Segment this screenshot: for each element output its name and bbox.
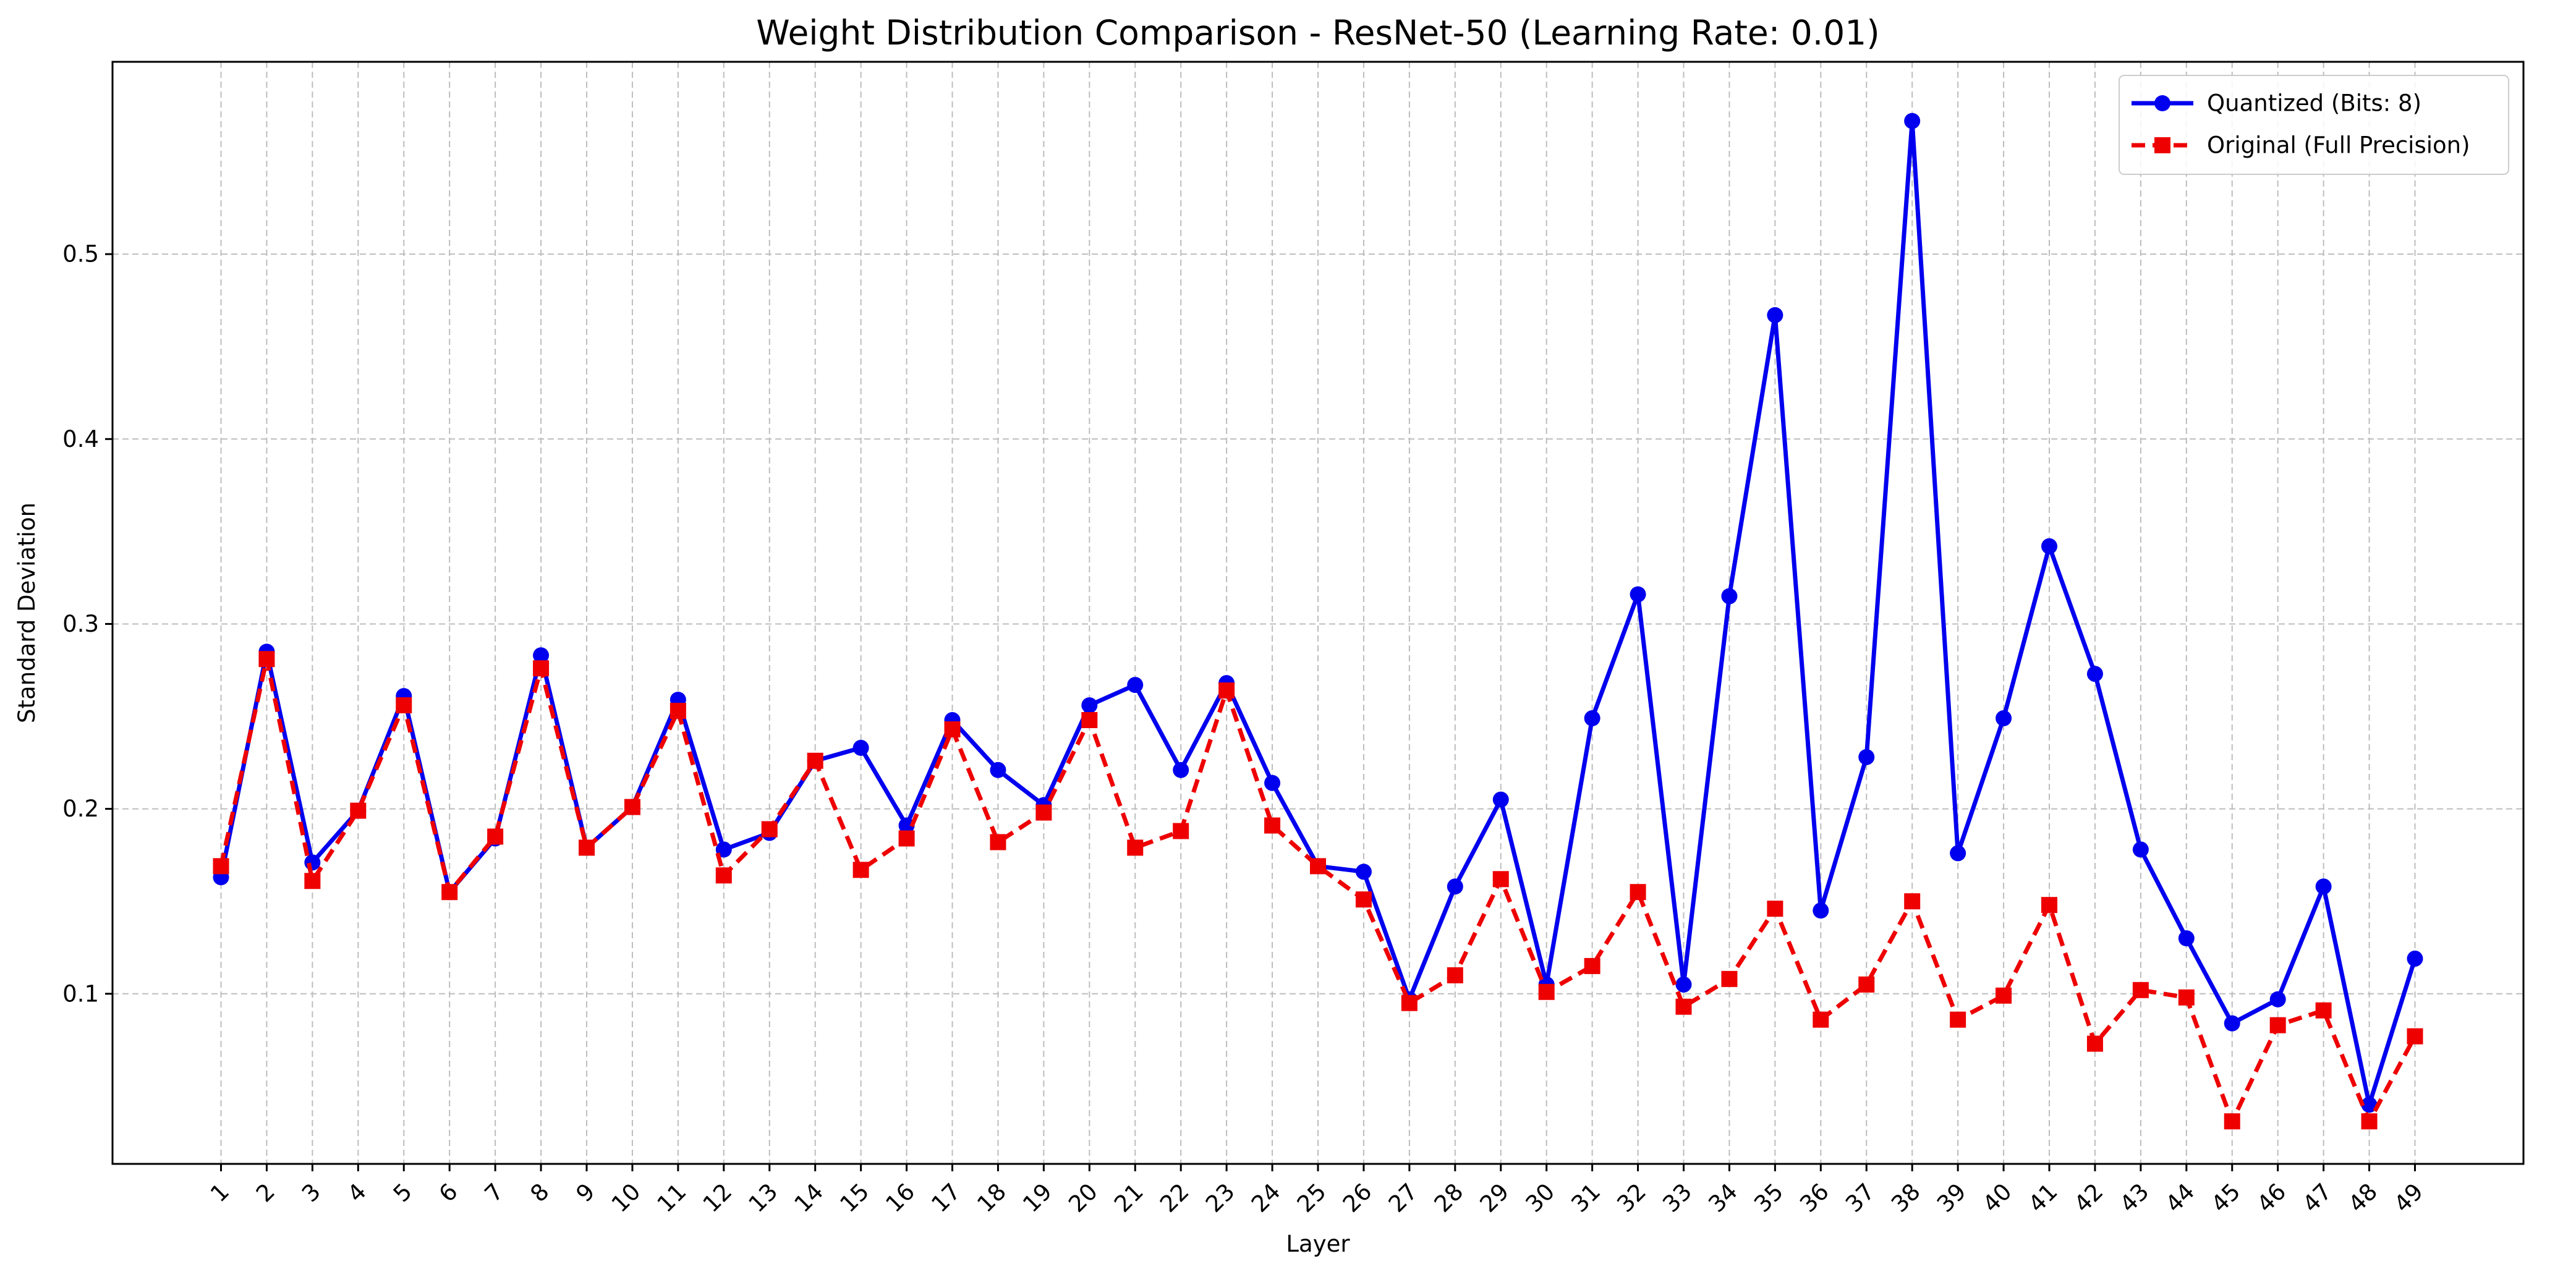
data-point-original	[1173, 823, 1189, 839]
data-point-quantized	[1904, 112, 1921, 129]
data-point-original	[2132, 982, 2149, 998]
y-tick-label: 0.4	[62, 426, 99, 452]
data-point-original	[1813, 1011, 1829, 1028]
data-point-original	[1492, 871, 1509, 888]
y-axis-title: Standard Deviation	[14, 503, 40, 723]
data-point-original	[2086, 1035, 2103, 1052]
data-point-original	[1675, 998, 1692, 1015]
legend-label-quantized: Quantized (Bits: 8)	[2207, 90, 2421, 117]
data-point-original	[1996, 987, 2012, 1004]
data-point-quantized	[1996, 710, 2012, 727]
data-point-quantized	[1447, 878, 1463, 895]
y-tick-label: 0.1	[62, 980, 99, 1007]
data-point-original	[1127, 839, 1144, 856]
data-point-quantized	[1858, 749, 1875, 765]
data-point-original	[1904, 893, 1921, 910]
data-point-original	[1630, 884, 1646, 901]
data-point-quantized	[1950, 845, 1966, 862]
data-point-original	[1310, 858, 1326, 875]
data-point-original	[1035, 804, 1052, 821]
data-point-original	[1355, 891, 1372, 908]
data-point-original	[2269, 1017, 2286, 1033]
data-point-original	[213, 858, 229, 875]
data-point-quantized	[2407, 950, 2423, 967]
data-point-original	[258, 651, 275, 668]
data-point-quantized	[304, 854, 321, 871]
y-tick-label: 0.5	[62, 241, 99, 268]
data-point-quantized	[2315, 878, 2332, 895]
data-point-original	[1721, 970, 1738, 987]
legend-marker-quantized	[2154, 95, 2170, 111]
x-axis-title: Layer	[1286, 1231, 1350, 1257]
data-point-quantized	[990, 762, 1006, 778]
data-point-quantized	[1630, 586, 1646, 603]
data-point-original	[441, 884, 458, 901]
data-point-original	[807, 752, 823, 769]
data-point-original	[1447, 967, 1463, 983]
data-point-original	[2224, 1113, 2240, 1130]
data-point-quantized	[1813, 902, 1829, 919]
data-point-quantized	[1492, 791, 1509, 808]
data-point-original	[761, 821, 778, 838]
data-point-original	[396, 697, 412, 714]
data-point-original	[990, 834, 1006, 851]
data-point-original	[2315, 1002, 2332, 1019]
data-point-quantized	[2178, 930, 2195, 947]
data-point-original	[670, 703, 686, 719]
data-point-original	[304, 873, 321, 889]
legend-marker-original	[2154, 137, 2170, 153]
data-point-original	[579, 839, 595, 856]
y-tick-label: 0.3	[62, 611, 99, 637]
data-point-original	[487, 828, 504, 845]
legend-box	[2119, 75, 2509, 175]
data-point-original	[2178, 989, 2195, 1006]
data-point-original	[1218, 682, 1235, 699]
chart-title: Weight Distribution Comparison - ResNet-…	[756, 13, 1879, 53]
data-point-quantized	[2361, 1097, 2378, 1113]
legend-label-original: Original (Full Precision)	[2207, 132, 2470, 159]
data-point-quantized	[1173, 762, 1189, 778]
data-point-original	[2041, 897, 2057, 914]
data-point-original	[898, 830, 915, 847]
data-point-original	[1081, 712, 1098, 729]
data-point-quantized	[533, 647, 550, 664]
data-point-original	[1767, 901, 1783, 917]
data-point-quantized	[1081, 697, 1098, 714]
data-point-quantized	[2269, 991, 2286, 1008]
data-point-quantized	[1767, 307, 1783, 323]
data-point-original	[2407, 1028, 2423, 1045]
data-point-quantized	[2041, 538, 2057, 554]
data-point-original	[1858, 976, 1875, 993]
data-point-original	[2361, 1113, 2378, 1130]
data-point-original	[944, 721, 961, 737]
data-point-quantized	[852, 739, 869, 756]
data-point-original	[1264, 817, 1281, 834]
data-point-original	[533, 660, 550, 677]
data-point-original	[852, 862, 869, 878]
data-point-original	[350, 802, 367, 819]
data-point-quantized	[1721, 588, 1738, 605]
series-group	[213, 112, 2423, 1130]
data-point-quantized	[1675, 976, 1692, 993]
data-point-quantized	[1355, 863, 1372, 880]
data-point-original	[1538, 983, 1555, 1000]
data-point-quantized	[1584, 710, 1600, 727]
data-point-original	[624, 799, 640, 815]
data-point-quantized	[898, 817, 915, 834]
legend: Quantized (Bits: 8) Original (Full Precis…	[2119, 75, 2509, 175]
data-point-original	[1401, 995, 1418, 1011]
data-point-original	[1584, 957, 1600, 974]
data-point-quantized	[2086, 666, 2103, 682]
data-point-original	[1950, 1011, 1966, 1028]
data-point-quantized	[1264, 774, 1281, 791]
grid-lines	[113, 62, 2523, 1164]
y-tick-label: 0.2	[62, 795, 99, 822]
data-point-original	[715, 867, 732, 884]
data-point-quantized	[2224, 1015, 2240, 1032]
data-point-quantized	[1127, 677, 1144, 694]
data-point-quantized	[2132, 841, 2149, 858]
